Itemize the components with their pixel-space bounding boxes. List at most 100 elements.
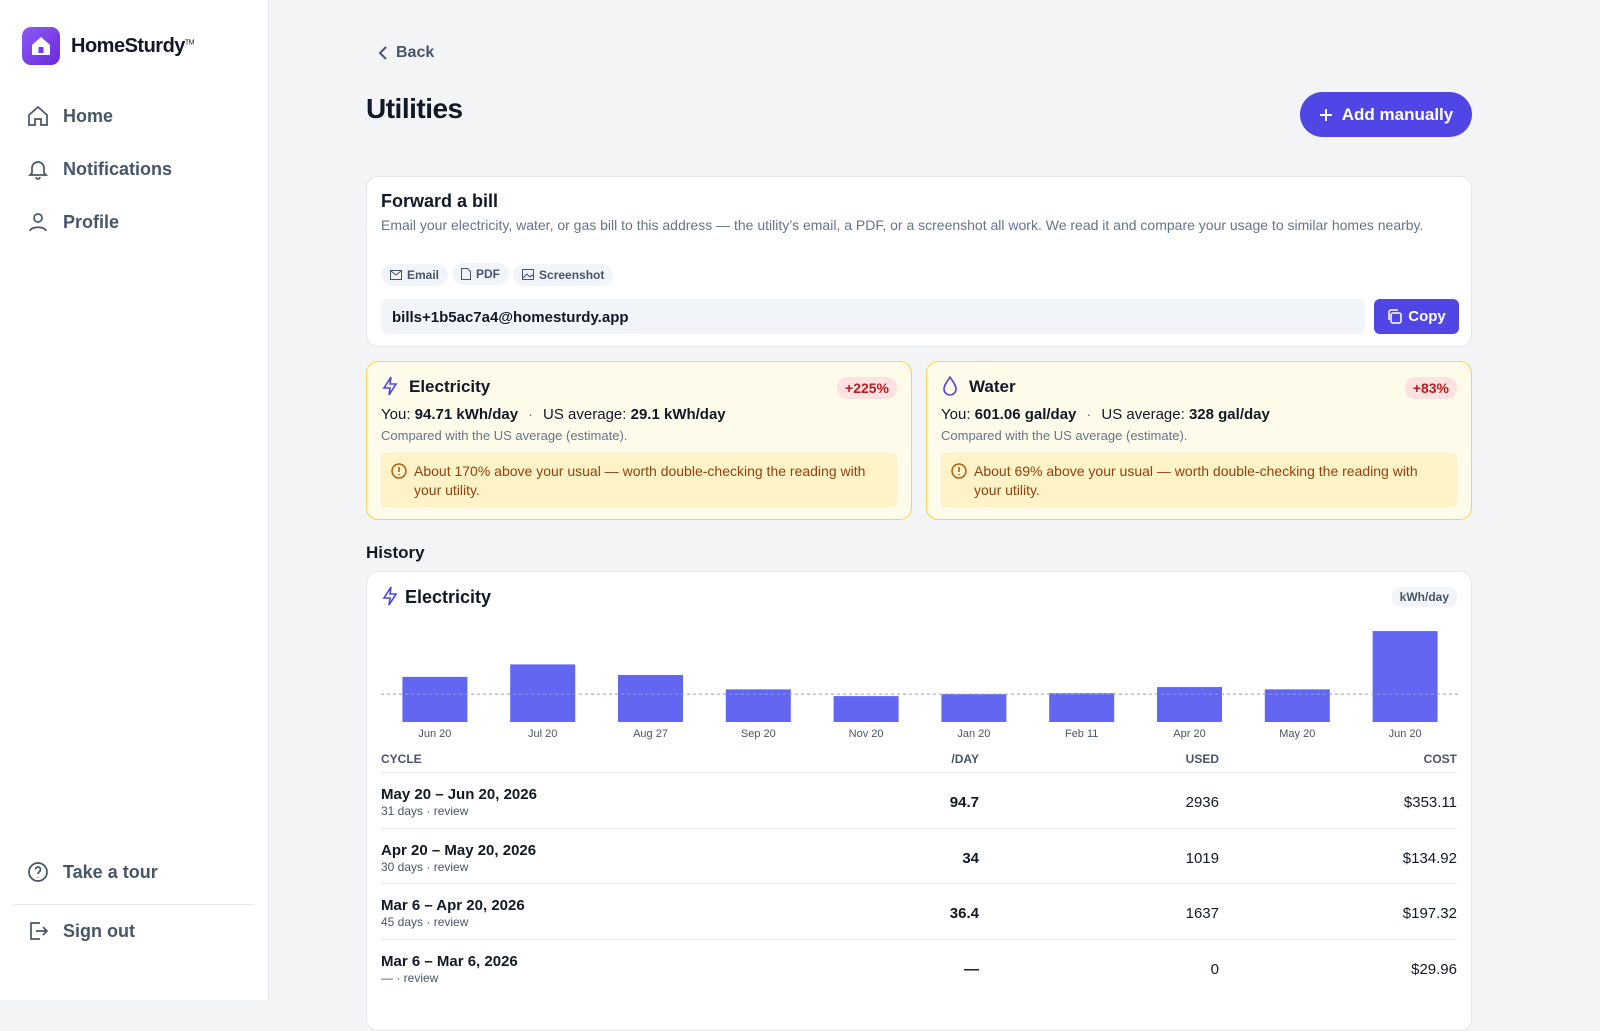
separator: · xyxy=(528,406,534,423)
utility-card: Electricity +225% You: 94.71 kWh/day · US av… xyxy=(366,361,912,520)
label: US average: xyxy=(1101,406,1185,423)
cycle: May 20 – Jun 20, 2026 xyxy=(381,786,537,803)
nav-label: Take a tour xyxy=(63,861,158,882)
section-title: History xyxy=(366,543,425,562)
used: 2936 xyxy=(1185,794,1219,811)
change-badge: +225% xyxy=(837,377,897,399)
back-link[interactable]: Back xyxy=(378,44,434,62)
page-title: Utilities xyxy=(366,93,463,124)
note: Compared with the US average (estimate). xyxy=(941,428,1188,443)
x-tick-label: Jan 20 xyxy=(957,728,990,740)
nav-notifications[interactable]: Notifications xyxy=(26,157,172,181)
alert: About 69% above your usual — worth doubl… xyxy=(941,453,1457,507)
chip: Email xyxy=(381,264,449,286)
button-label: Copy xyxy=(1408,308,1446,325)
comparison: You: 94.71 kWh/day · US average: 29.1 kWh/… xyxy=(381,406,726,423)
panel-title: Electricity xyxy=(405,587,492,607)
nav-tour[interactable]: Take a tour xyxy=(26,860,158,884)
used: 1637 xyxy=(1185,905,1219,922)
x-tick-label: Jul 20 xyxy=(528,728,557,740)
bar xyxy=(1049,693,1115,722)
nav-home[interactable]: Home xyxy=(26,104,113,128)
table-row: Mar 6 – Mar 6, 2026— · review — 0 $29.96 xyxy=(381,938,1457,995)
nav-label: Notifications xyxy=(63,158,173,179)
description: Email your electricity, water, or gas bi… xyxy=(381,217,1424,233)
used: 1019 xyxy=(1185,849,1219,867)
alert-icon xyxy=(391,463,407,484)
per-day: — xyxy=(964,960,979,978)
bar xyxy=(1157,687,1222,722)
history-card: Electricity kWh/day Jun 20 Jul 20 Aug 27 Se… xyxy=(366,571,1472,1031)
chip: Screenshot xyxy=(513,263,614,286)
brand: HomeSturdyTM xyxy=(71,35,195,58)
copy-button[interactable]: Copy xyxy=(1374,299,1459,334)
nav-label: Sign out xyxy=(63,920,135,941)
bar xyxy=(510,664,576,722)
bar xyxy=(833,696,899,722)
x-tick-label: Apr 20 xyxy=(1173,728,1205,740)
label: You: xyxy=(381,406,411,423)
value: 601.06 gal/day xyxy=(974,406,1077,423)
nav-label: Home xyxy=(63,105,114,126)
note: Compared with the US average (estimate). xyxy=(381,428,628,443)
cycle-detail: 31 days · review xyxy=(381,804,469,818)
table-row: May 20 – Jun 20, 2026 31 days · review 94.… xyxy=(381,772,1457,828)
used: 0 xyxy=(1210,960,1219,978)
column-header: CYCLE xyxy=(381,752,422,766)
card-title: Water xyxy=(969,377,1016,396)
cycle: Mar 6 – Mar 6, 2026 xyxy=(381,952,518,970)
column-header: /DAY xyxy=(951,752,979,766)
chip-label: Screenshot xyxy=(539,267,605,282)
table-row: Apr 20 – May 20, 2026 30 days · review 34 1… xyxy=(381,827,1457,884)
card-title: Forward a bill xyxy=(381,191,499,211)
x-tick-label: Nov 20 xyxy=(849,728,884,740)
cycle: Mar 6 – Apr 20, 2026 xyxy=(381,897,525,914)
bar xyxy=(725,689,791,722)
card-title: Electricity xyxy=(409,377,491,396)
add-button[interactable]: Add manually xyxy=(1300,92,1472,137)
divider xyxy=(14,904,254,905)
cycle-detail: — · review xyxy=(381,970,439,985)
x-tick-label: Feb 11 xyxy=(1065,728,1098,740)
change-badge: +83% xyxy=(1404,377,1457,399)
brand-name: HomeSturdy xyxy=(71,35,185,57)
chip-label: PDF xyxy=(476,267,501,281)
x-tick-label: Aug 27 xyxy=(633,728,668,740)
comparison: You: 601.06 gal/day · US average: 328 gal/… xyxy=(941,406,1270,423)
chip: PDF xyxy=(452,263,510,285)
nav-signout[interactable]: Sign out xyxy=(26,919,135,943)
value: 94.71 kWh/day xyxy=(414,406,519,423)
cycle-detail: 45 days · review xyxy=(381,915,469,929)
logo xyxy=(22,27,60,65)
icon xyxy=(941,375,959,401)
bar xyxy=(402,676,468,722)
page: HomeSturdyTM Home Notifications Profile … xyxy=(0,0,1472,1031)
forward-card: Forward a bill Email your electricity, w… xyxy=(366,176,1472,347)
cost: $134.92 xyxy=(1402,849,1457,867)
icon xyxy=(381,376,399,401)
cycle-detail: 30 days · review xyxy=(381,859,469,874)
per-day: 36.4 xyxy=(949,905,979,922)
bar xyxy=(941,694,1007,722)
bar-chart: Jun 20 Jul 20 Aug 27 Sep 20 Nov 20 Jan 20 Feb … xyxy=(381,631,1459,740)
back-label: Back xyxy=(396,44,435,61)
alert-icon xyxy=(951,463,967,484)
table-row: Mar 6 – Apr 20, 2026 45 days · review 36.4… xyxy=(381,883,1457,939)
bar xyxy=(1372,631,1438,722)
x-tick-label: May 20 xyxy=(1279,728,1315,740)
unit-badge: kWh/day xyxy=(1391,587,1457,607)
x-tick-label: Jun 20 xyxy=(1389,728,1422,740)
cost: $353.11 xyxy=(1403,794,1457,811)
value: 328 gal/day xyxy=(1188,406,1270,423)
per-day: 34 xyxy=(962,849,979,867)
label: You: xyxy=(941,406,971,423)
x-tick-label: Sep 20 xyxy=(741,728,776,740)
per-day: 94.7 xyxy=(949,794,979,811)
email-address[interactable]: bills+1b5ac7a4@homesturdy.app xyxy=(381,299,1365,334)
utility-card: Water +83% You: 601.06 gal/day · US average:… xyxy=(926,361,1472,520)
nav-profile[interactable]: Profile xyxy=(26,210,119,234)
column-header: USED xyxy=(1185,752,1219,766)
alert: About 170% above your usual — worth doub… xyxy=(381,453,897,507)
separator: · xyxy=(1086,406,1092,423)
chips: Email PDF Screenshot xyxy=(381,263,617,286)
